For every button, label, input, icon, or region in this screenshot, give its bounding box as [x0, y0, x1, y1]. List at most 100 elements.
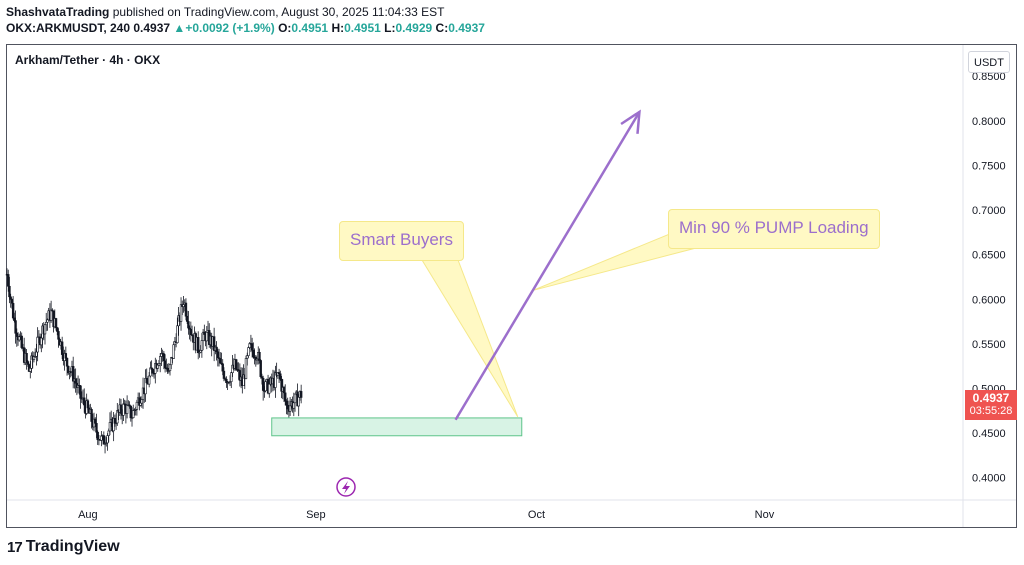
candle-body	[252, 349, 255, 358]
candle-body	[57, 331, 60, 340]
chart-frame	[6, 44, 1017, 528]
symbol-interval: OKX:ARKMUSDT, 240	[6, 21, 131, 35]
time-tick-label: Sep	[306, 509, 326, 521]
candle-body	[219, 358, 222, 364]
candle-body	[94, 418, 97, 424]
candle-body	[244, 358, 248, 379]
price-tick-label: 0.8500	[972, 71, 1006, 83]
candle-body	[246, 355, 249, 359]
candle-body	[95, 423, 98, 433]
lightning-icon[interactable]	[336, 477, 356, 497]
candle-body	[279, 373, 282, 380]
time-axis[interactable]: Aug Sep Oct Nov	[78, 509, 775, 521]
last-price-badge: 0.4937 03:55:28	[965, 390, 1017, 420]
candle-body	[172, 344, 175, 359]
candle-body	[113, 418, 117, 424]
price-tick-label: 0.7500	[972, 160, 1006, 172]
price-tick-label: 0.6000	[972, 294, 1006, 306]
candles-group	[5, 268, 303, 454]
candle-body	[106, 435, 109, 444]
price-tick-label: 0.8000	[972, 116, 1006, 128]
candle-body	[49, 309, 53, 321]
author-name[interactable]: ShashvataTrading	[6, 5, 110, 19]
candle-body	[20, 335, 23, 348]
candle-body	[284, 392, 287, 402]
candle-body	[8, 285, 11, 298]
candle-body	[268, 383, 271, 394]
price-tick-label: 0.4500	[972, 428, 1006, 440]
candle-body	[108, 422, 112, 432]
candle-body	[51, 309, 54, 312]
candle-body	[163, 360, 167, 369]
candle-body	[261, 377, 265, 391]
candle-body	[288, 405, 292, 412]
tradingview-logo-icon: 17	[7, 538, 23, 556]
badge-countdown: 03:55:28	[969, 405, 1013, 417]
price-tick-label: 0.5500	[972, 339, 1006, 351]
candle-body	[147, 375, 151, 385]
candle-body	[132, 410, 135, 419]
candle-body	[162, 353, 166, 362]
projection-arrow[interactable]	[454, 111, 641, 421]
low-value: 0.4929	[395, 21, 433, 35]
change-arrow-icon: ▲	[173, 21, 186, 35]
candle-body	[79, 385, 82, 399]
candle-body	[293, 393, 297, 404]
candle-body	[205, 331, 208, 342]
candle-body	[65, 357, 69, 367]
candle-body	[286, 404, 289, 410]
candle-body	[46, 319, 49, 323]
candle-body	[119, 404, 123, 414]
candle-body	[185, 315, 189, 322]
price-tick-label: 0.4000	[972, 473, 1006, 485]
drawing-annotations[interactable]	[271, 109, 698, 437]
time-tick-label: Aug	[78, 509, 98, 521]
pump-callout[interactable]: Min 90 % PUMP Loading	[668, 209, 880, 249]
candle-body	[187, 321, 190, 329]
candle-body	[203, 331, 206, 335]
chart-header: ShashvataTrading published on TradingVie…	[6, 4, 1016, 36]
candle-body	[45, 321, 48, 326]
smart-buyers-callout[interactable]: Smart Buyers	[339, 221, 464, 261]
currency-button[interactable]: USDT	[968, 51, 1010, 73]
candle-body	[212, 336, 216, 351]
candle-body	[230, 372, 233, 382]
candle-body	[26, 361, 30, 365]
open-label: O:	[278, 21, 292, 35]
published-text: published on TradingView.com, August 30,…	[112, 5, 445, 19]
candle-body	[74, 378, 77, 384]
price-axis[interactable]: 0.8500 0.8000 0.7500 0.7000 0.6500 0.6000 0.55…	[972, 71, 1006, 484]
tradingview-logo[interactable]: 17 TradingView	[7, 538, 120, 556]
high-label: H:	[331, 21, 345, 35]
candle-body	[297, 397, 300, 407]
candle-body	[122, 403, 125, 416]
candle-body	[149, 367, 152, 377]
candle-body	[43, 324, 47, 335]
symbol-title[interactable]: Arkham/Tether · 4h · OKX	[15, 53, 161, 67]
open-value: 0.4951	[291, 21, 329, 35]
candle-body	[11, 302, 15, 319]
candle-body	[168, 364, 172, 371]
price-tick-label: 0.7000	[972, 205, 1006, 217]
candle-body	[15, 332, 19, 337]
candle-body	[250, 343, 254, 351]
candle-body	[9, 296, 12, 300]
candle-body	[90, 409, 93, 422]
candle-body	[200, 340, 204, 351]
candle-body	[14, 320, 17, 334]
candle-body	[159, 356, 162, 364]
candle-body	[179, 304, 183, 322]
candle-body	[56, 327, 59, 332]
last-price: 0.4937	[133, 21, 171, 35]
candle-body	[285, 400, 288, 406]
candle-body	[144, 378, 147, 395]
projection-arrowhead	[620, 109, 641, 134]
candle-body	[25, 353, 28, 362]
demand-zone-rect[interactable]	[271, 417, 523, 437]
candle-body	[60, 341, 64, 355]
candle-body	[299, 391, 303, 398]
candle-body	[128, 404, 131, 407]
candle-body	[215, 346, 218, 353]
candle-body	[67, 365, 70, 374]
